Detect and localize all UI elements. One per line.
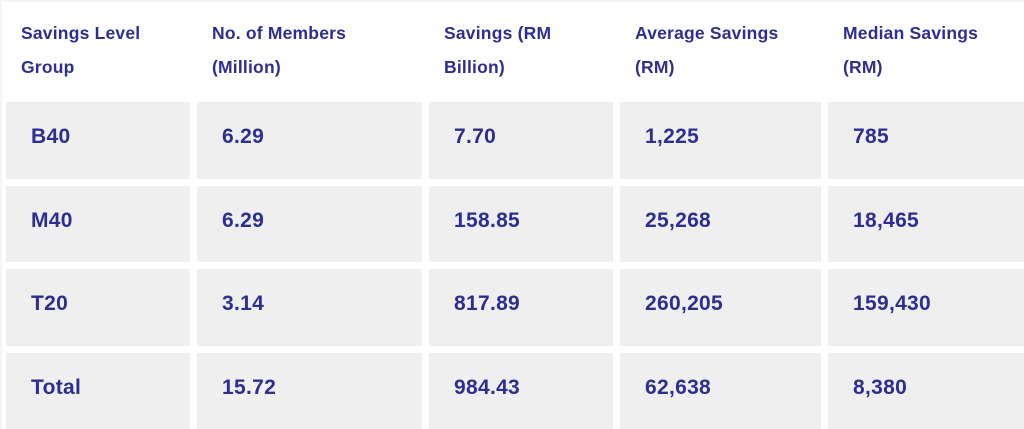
table-cell: 817.89 (429, 269, 613, 346)
row-label: B40 (6, 102, 190, 179)
column-header-average-savings: Average Savings (RM) (620, 4, 821, 95)
table-cell: 8,380 (828, 352, 1024, 429)
row-label: Total (6, 352, 190, 429)
table-cell: 785 (828, 102, 1024, 179)
table-cell: 984.43 (429, 352, 613, 429)
table-cell: 1,225 (620, 102, 821, 179)
table-cell: 25,268 (620, 185, 821, 262)
table-cell: 6.29 (197, 102, 422, 179)
table-cell: 7.70 (429, 102, 613, 179)
column-header-median-savings: Median Savings (RM) (828, 4, 1024, 95)
table-cell: 3.14 (197, 269, 422, 346)
table-cell: 158.85 (429, 185, 613, 262)
table-cell: 260,205 (620, 269, 821, 346)
table-cell: 6.29 (197, 185, 422, 262)
table-cell: 18,465 (828, 185, 1024, 262)
table-cell: 15.72 (197, 352, 422, 429)
column-header-no-of-members: No. of Members (Million) (197, 4, 422, 95)
column-header-savings: Savings (RM Billion) (429, 4, 613, 95)
column-header-savings-level-group: Savings Level Group (6, 4, 190, 95)
row-label: M40 (6, 185, 190, 262)
table-cell: 159,430 (828, 269, 1024, 346)
table-cell: 62,638 (620, 352, 821, 429)
row-label: T20 (6, 269, 190, 346)
